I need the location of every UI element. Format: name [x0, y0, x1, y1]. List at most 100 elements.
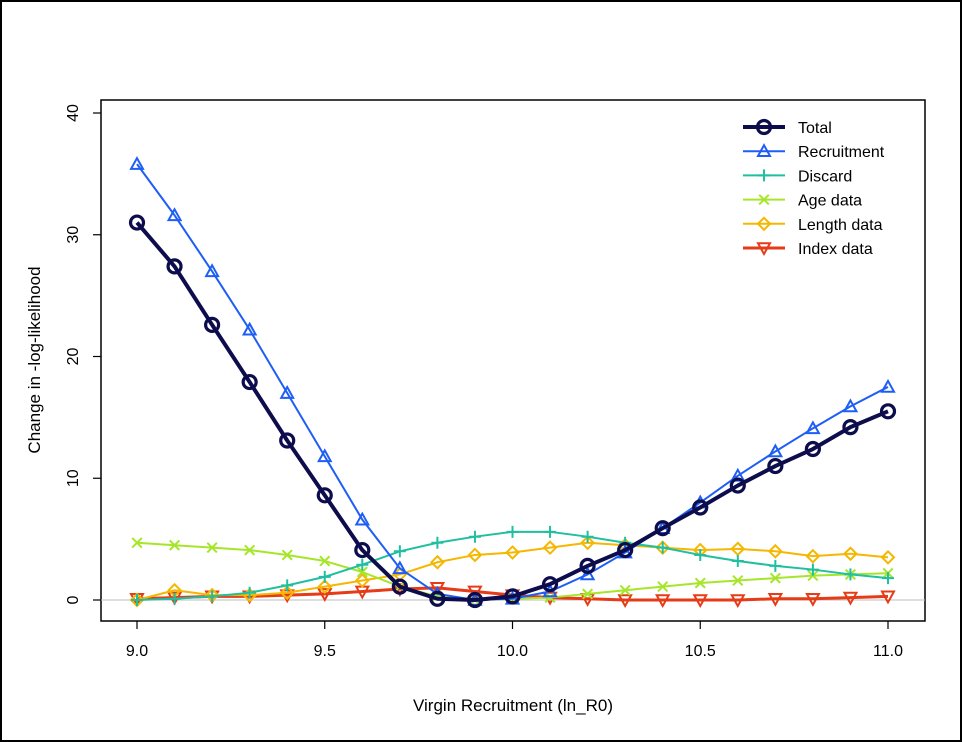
data-point-discard — [769, 559, 782, 572]
legend-label: Index data — [798, 241, 873, 258]
data-point-index-data — [317, 588, 333, 602]
data-point-total — [541, 576, 559, 593]
data-point-age-data — [807, 570, 819, 582]
data-point-total — [429, 590, 446, 607]
data-point-length-data — [843, 546, 858, 562]
data-point-index-data — [429, 582, 446, 596]
data-point-total — [842, 419, 859, 436]
data-point-total — [579, 557, 596, 575]
y-tick-label: 30 — [65, 226, 82, 244]
data-point-discard — [468, 530, 481, 543]
legend: Total Recruitment Discard Age data Length da… — [743, 118, 885, 258]
data-point-age-data — [319, 555, 331, 567]
y-tick-label: 10 — [65, 469, 82, 487]
data-point-recruitment — [279, 384, 295, 399]
legend-marker — [756, 216, 772, 232]
data-point-total — [391, 578, 408, 595]
data-point-age-data — [657, 581, 669, 593]
legend-entry-index-data: Index data — [743, 241, 873, 258]
series-total — [128, 214, 897, 609]
legend-entry-discard: Discard — [743, 168, 852, 185]
data-point-discard — [806, 563, 819, 576]
x-tick-label: 9.0 — [126, 643, 148, 660]
data-point-age-data — [244, 544, 256, 556]
legend-marker — [755, 118, 773, 136]
data-point-total — [241, 373, 258, 391]
data-point-index-data — [805, 592, 821, 607]
data-point-length-data — [279, 585, 295, 601]
y-tick-label: 0 — [65, 595, 82, 604]
data-point-length-data — [354, 573, 370, 588]
data-point-total — [617, 541, 634, 559]
data-point-age-data — [544, 592, 556, 604]
data-point-total — [692, 499, 709, 516]
legend-marker — [756, 242, 772, 257]
data-point-recruitment — [129, 156, 145, 170]
x-tick-label: 10.0 — [497, 643, 528, 660]
data-point-total — [466, 591, 484, 609]
x-tick-label: 9.5 — [314, 643, 336, 660]
data-point-index-data — [767, 592, 784, 607]
data-point-recruitment — [579, 566, 596, 581]
legend-marker — [758, 194, 770, 206]
y-tick-label: 20 — [65, 348, 82, 366]
legend-label: Length data — [798, 217, 883, 234]
data-point-recruitment — [317, 448, 333, 463]
data-point-total — [767, 457, 784, 475]
data-point-total — [879, 403, 897, 420]
data-point-length-data — [317, 579, 333, 595]
data-point-recruitment — [241, 321, 258, 336]
data-point-discard — [318, 570, 331, 583]
data-point-total — [316, 487, 333, 504]
x-axis-label: Virgin Recruitment (ln_R0) — [413, 696, 613, 715]
legend-label: Total — [798, 120, 832, 137]
x-tick-label: 11.0 — [873, 643, 903, 660]
data-point-age-data — [131, 537, 143, 549]
data-point-age-data — [206, 542, 218, 554]
data-point-total — [166, 258, 183, 275]
data-point-discard — [731, 555, 744, 568]
data-point-discard — [168, 592, 181, 605]
data-point-discard — [656, 541, 669, 554]
legend-entry-recruitment: Recruitment — [743, 143, 885, 161]
data-point-recruitment — [166, 207, 183, 222]
data-point-length-data — [880, 549, 896, 565]
data-point-index-data — [617, 594, 633, 609]
data-point-length-data — [467, 547, 483, 563]
data-point-age-data — [281, 549, 293, 561]
data-point-discard — [243, 586, 256, 599]
data-point-age-data — [582, 588, 594, 600]
data-point-recruitment — [842, 398, 859, 413]
series-discard — [131, 525, 894, 606]
data-point-length-data — [429, 554, 445, 570]
data-point-total — [354, 541, 371, 559]
data-point-age-data — [619, 584, 631, 596]
data-point-discard — [882, 572, 894, 585]
data-point-index-data — [880, 590, 896, 605]
data-point-age-data — [356, 566, 368, 578]
legend-label: Recruitment — [798, 144, 885, 161]
data-point-length-data — [767, 543, 783, 559]
data-point-total — [654, 520, 671, 537]
data-point-discard — [393, 545, 406, 558]
legend-marker — [758, 169, 770, 182]
data-point-total — [128, 214, 146, 231]
x-tick-label: 10.5 — [685, 643, 716, 660]
legend-label: Discard — [798, 168, 852, 185]
data-point-age-data — [769, 572, 781, 584]
data-point-index-data — [692, 594, 708, 609]
data-point-discard — [206, 590, 219, 603]
data-point-recruitment — [204, 263, 220, 278]
legend-label: Age data — [798, 193, 862, 210]
legend-entry-age-data: Age data — [743, 193, 862, 210]
series-layer — [128, 156, 897, 609]
data-point-discard — [431, 536, 444, 549]
data-point-age-data — [732, 575, 744, 587]
data-point-discard — [506, 525, 519, 538]
data-point-length-data — [542, 540, 558, 556]
legend-entry-length-data: Length data — [743, 216, 883, 234]
series-line-total — [135, 221, 889, 602]
y-tick-label: 40 — [65, 104, 82, 122]
